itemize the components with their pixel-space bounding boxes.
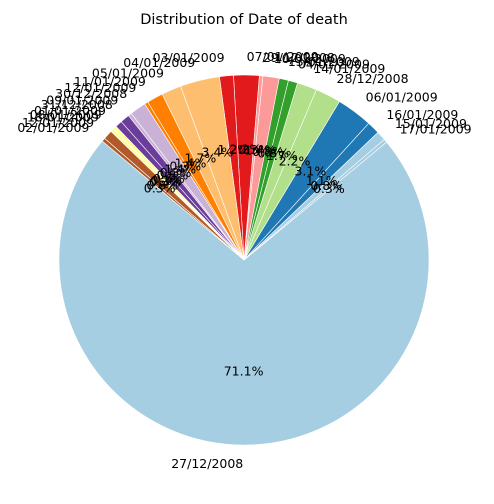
slice-percent-label: 3.1%: [294, 164, 326, 179]
slice-label: 15/01/2009: [395, 116, 467, 131]
slice-label: 13/01/2009: [288, 54, 360, 69]
slice-percent-label: 0.3%: [144, 180, 176, 195]
slice-label: 27/12/2008: [171, 456, 243, 471]
slice-percent-label: 0.8%: [157, 168, 189, 183]
slice-label: 12/01/2009: [64, 80, 136, 95]
slice-percent-label: 0.8%: [146, 177, 178, 192]
slice-percent-label: 0.8%: [252, 144, 284, 159]
slice-label: 10/01/2009: [274, 51, 346, 66]
slice-label: 06/01/2009: [366, 89, 438, 104]
slice-label: 01/01/2009: [34, 103, 106, 118]
slice-percent-label: 71.1%: [224, 363, 264, 378]
slice-percent-label: 0.3%: [238, 142, 270, 157]
slice-percent-label: 0.8%: [310, 178, 342, 193]
slice-percent-label: 0.3%: [313, 181, 345, 196]
chart-title: Distribution of Date of death: [140, 12, 348, 28]
slice-percent-label: 0.3%: [149, 175, 181, 190]
slice-percent-label: 1.4%: [164, 162, 196, 177]
pie-slices: [58, 74, 430, 446]
slice-label: 05/01/2009: [92, 65, 164, 80]
slice-percent-label: 0.3%: [169, 158, 201, 173]
slice-percent-label: 0.8%: [258, 145, 290, 160]
slice-percent-label: 1.7%: [266, 148, 298, 163]
slice-percent-label: 1.4%: [175, 155, 207, 170]
slice-percent-label: 3.4%: [202, 145, 234, 160]
slice-label: 17/01/2009: [400, 121, 472, 136]
slice-percent-label: 0.6%: [153, 171, 185, 186]
slice-label: 28/12/2008: [337, 71, 409, 86]
pie-slice: [58, 140, 430, 446]
slice-label: 16/01/2009: [386, 107, 458, 122]
slice-percent-label: 1.1%: [306, 173, 338, 188]
slice-percent-label: 2.2%: [230, 142, 262, 157]
slice-label: 02/01/2009: [17, 120, 89, 135]
slice-percent-label: 0.3%: [160, 165, 192, 180]
pie-percent-labels: 71.1%0.3%0.8%1.1%3.1%2.2%1.7%0.8%0.8%1.4…: [144, 142, 345, 379]
slice-percent-label: 1.4%: [244, 143, 276, 158]
pie-slice-labels: 27/12/2008 17/01/200915/01/200916/01/2009…: [17, 49, 471, 471]
slice-label: 04/01/2009: [123, 55, 195, 70]
slice-label: 30/12/2008: [55, 86, 127, 101]
slice-label: 18/01/2009: [27, 110, 99, 125]
slice-label: 11/01/2009: [74, 74, 146, 89]
slice-percent-label: 0.3%: [151, 173, 183, 188]
slice-label: 08/01/2009: [30, 107, 102, 122]
slice-percent-label: 1.2%: [218, 142, 250, 157]
slice-label: 09/01/2009: [46, 92, 118, 107]
pie-slice: [101, 137, 245, 261]
slice-label: 03/01/2009: [153, 50, 225, 65]
slice-percent-label: 1.7%: [184, 150, 216, 165]
slice-label: 31/12/2008: [41, 97, 113, 112]
slice-label: 29/12/2008: [263, 50, 335, 65]
slice-percent-label: 2.2%: [279, 154, 311, 169]
slice-label: 07/01/2009: [247, 49, 319, 64]
slice-label: 12/01/2009: [22, 115, 94, 130]
slice-label: 04/01/2009: [298, 56, 370, 71]
slice-label: 14/01/2009: [313, 61, 385, 76]
